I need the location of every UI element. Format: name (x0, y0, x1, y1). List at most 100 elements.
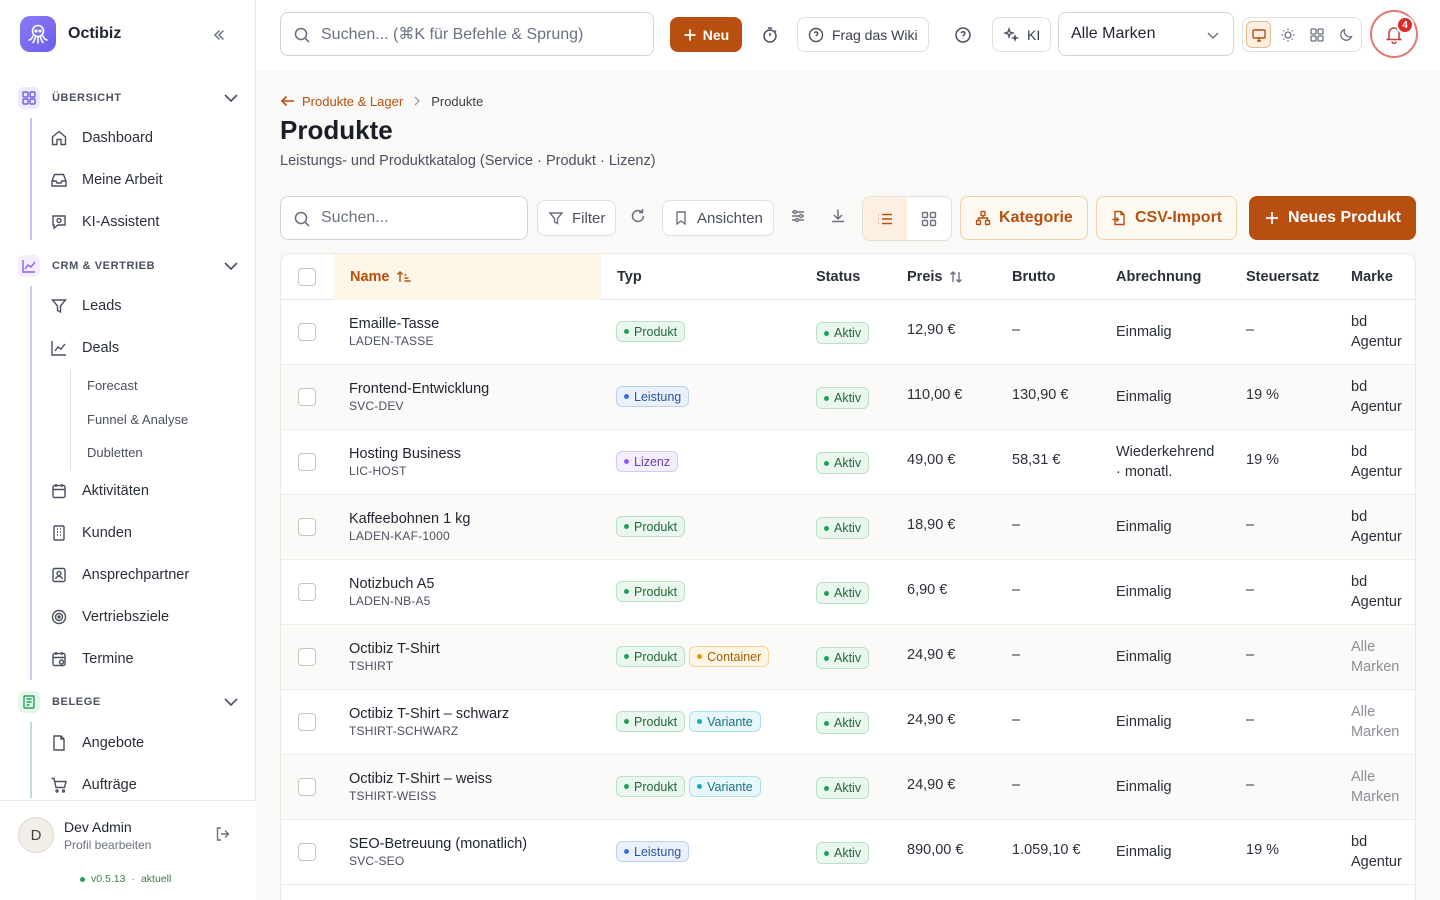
badge-label: Variante (707, 779, 753, 794)
table-row[interactable]: Octibiz T-Shirt – schwarz TSHIRT-SCHWARZ… (281, 690, 1415, 755)
ask-wiki-button[interactable]: Frag das Wiki (797, 17, 929, 52)
section-line (30, 118, 32, 240)
new-button[interactable]: Neu (670, 17, 742, 52)
product-name-cell[interactable]: Frontend-Entwicklung SVC-DEV (349, 381, 489, 413)
row-checkbox[interactable] (298, 648, 316, 666)
section-belege[interactable]: BELEGE (18, 689, 240, 715)
product-name-cell[interactable]: SEO-Betreuung (monatlich) SVC-SEO (349, 836, 527, 868)
sidebar-item-deals[interactable]: Deals (50, 333, 240, 363)
table-row[interactable]: SEO-Betreuung (monatlich) SVC-SEO Leistu… (281, 820, 1415, 885)
dark-theme-button[interactable] (1333, 21, 1358, 48)
sidebar-item-leads[interactable]: Leads (50, 291, 240, 321)
sidebar-item-auftraege[interactable]: Aufträge (50, 770, 240, 798)
row-checkbox[interactable] (298, 713, 316, 731)
status-badge: Aktiv (816, 712, 870, 734)
column-header-steuersatz[interactable]: Steuersatz (1246, 269, 1320, 285)
product-search-input[interactable]: Suchen... (280, 196, 528, 240)
filter-button[interactable]: Filter (537, 200, 617, 236)
column-header-typ[interactable]: Typ (617, 269, 642, 285)
row-checkbox[interactable] (298, 388, 316, 406)
select-all-checkbox[interactable] (298, 268, 316, 286)
column-header-brutto[interactable]: Brutto (1012, 269, 1056, 285)
export-button[interactable] (829, 207, 847, 230)
filter-icon (548, 212, 564, 225)
status-badge: Aktiv (816, 452, 870, 474)
new-product-button[interactable]: Neues Produkt (1249, 196, 1416, 240)
columns-settings-button[interactable] (789, 207, 807, 230)
kategorie-button[interactable]: Kategorie (960, 196, 1088, 240)
product-name-cell[interactable]: Hosting Business LIC-HOST (349, 446, 461, 478)
sidebar-item-kunden[interactable]: Kunden (50, 518, 240, 548)
row-checkbox[interactable] (298, 518, 316, 536)
row-checkbox[interactable] (298, 453, 316, 471)
status-badge: Aktiv (816, 582, 870, 604)
table-row[interactable]: Notizbuch A5 LADEN-NB-A5 Produkt Aktiv 6… (281, 560, 1415, 625)
global-search-input[interactable]: Suchen... (⌘K für Befehle & Sprung) (280, 12, 654, 56)
badge-dot (824, 850, 829, 856)
building-icon (53, 525, 65, 541)
brand-select[interactable]: Alle Marken (1058, 12, 1234, 56)
row-checkbox[interactable] (298, 778, 316, 796)
column-header-status[interactable]: Status (816, 269, 861, 285)
product-name-cell[interactable]: Octibiz T-Shirt – weiss TSHIRT-WEISS (349, 771, 492, 803)
moon-icon (1339, 27, 1353, 41)
product-name: Kaffeebohnen 1 kg (349, 511, 471, 527)
table-row[interactable]: Frontend-Entwicklung SVC-DEV Leistung Ak… (281, 365, 1415, 430)
refresh-button[interactable] (629, 207, 647, 230)
sidebar-subitem-dubletten[interactable]: Dubletten (87, 445, 143, 460)
row-checkbox[interactable] (298, 843, 316, 861)
product-name-cell[interactable]: Kaffeebohnen 1 kg LADEN-KAF-1000 (349, 511, 470, 543)
notifications-button[interactable]: 4 (1370, 10, 1418, 58)
product-name-cell[interactable]: Emaille-Tasse LADEN-TASSE (349, 316, 439, 348)
section-crm-vertrieb[interactable]: CRM & VERTRIEB (18, 253, 240, 279)
collapse-sidebar-button[interactable] (208, 24, 230, 46)
avatar[interactable]: D (18, 817, 54, 853)
light-theme-button[interactable] (1275, 21, 1300, 48)
grid-view-button[interactable] (907, 197, 951, 240)
csv-import-button[interactable]: CSV-Import (1096, 196, 1238, 240)
row-checkbox[interactable] (298, 323, 316, 341)
brand-cell: bd Agentur (1351, 572, 1402, 612)
table-row[interactable]: Kaffeebohnen 1 kg LADEN-KAF-1000 Produkt… (281, 495, 1415, 560)
sidebar-item-aktivitaeten[interactable]: Aktivitäten (50, 476, 240, 506)
list-view-button[interactable] (863, 197, 907, 240)
timer-button[interactable] (756, 18, 784, 52)
profile-name[interactable]: Dev Admin (64, 819, 132, 835)
help-button[interactable] (949, 18, 977, 52)
sidebar-item-angebote[interactable]: Angebote (50, 728, 240, 758)
product-name-cell[interactable]: Octibiz T-Shirt – schwarz TSHIRT-SCHWARZ (349, 706, 509, 738)
column-header-name[interactable]: Name (334, 254, 601, 300)
table-row[interactable]: Octibiz T-Shirt – weiss TSHIRT-WEISS Pro… (281, 755, 1415, 820)
table-row[interactable]: Hosting Business LIC-HOST Lizenz Aktiv 4… (281, 430, 1415, 495)
views-button[interactable]: Ansichten (662, 200, 774, 236)
brand[interactable]: Octibiz (20, 16, 121, 52)
section-uebersicht[interactable]: ÜBERSICHT (18, 85, 240, 111)
sidebar-subitem-funnel[interactable]: Funnel & Analyse (87, 412, 189, 427)
sidebar-subitem-forecast[interactable]: Forecast (87, 378, 138, 393)
sidebar-item-termine[interactable]: Termine (50, 644, 240, 674)
sidebar-item-meine-arbeit[interactable]: Meine Arbeit (50, 165, 240, 195)
row-checkbox[interactable] (298, 583, 316, 601)
table-row[interactable]: Octibiz T-Shirt TSHIRT Produkt Container … (281, 625, 1415, 690)
sidebar-item-vertriebsziele[interactable]: Vertriebsziele (50, 602, 240, 632)
cart-icon (51, 777, 67, 793)
sidebar-item-dashboard[interactable]: Dashboard (50, 123, 240, 153)
profile-edit-link[interactable]: Profil bearbeiten (64, 838, 152, 852)
brand-line: bd (1351, 314, 1368, 330)
table-row[interactable]: Emaille-Tasse LADEN-TASSE Produkt Aktiv … (281, 300, 1415, 365)
product-name-cell[interactable]: Octibiz T-Shirt TSHIRT (349, 641, 440, 673)
logout-button[interactable] (214, 825, 232, 848)
column-header-marke[interactable]: Marke (1351, 269, 1393, 285)
column-header-abrechnung[interactable]: Abrechnung (1116, 269, 1202, 285)
column-header-preis[interactable]: Preis (907, 254, 964, 300)
monitor-theme-button[interactable] (1246, 21, 1272, 48)
breadcrumb-back-link[interactable]: Produkte & Lager (280, 93, 403, 109)
sidebar-item-ki-assistent[interactable]: KI-Assistent (50, 207, 240, 237)
type-badges: Produkt (616, 581, 686, 602)
ki-button[interactable]: KI (992, 17, 1052, 52)
sidebar-item-ansprechpartner[interactable]: Ansprechpartner (50, 560, 240, 590)
layout-theme-button[interactable] (1304, 21, 1329, 48)
product-name-cell[interactable]: Notizbuch A5 LADEN-NB-A5 (349, 576, 434, 608)
chevron-right-icon (414, 96, 421, 106)
price-cell: 12,90 € (907, 322, 956, 338)
